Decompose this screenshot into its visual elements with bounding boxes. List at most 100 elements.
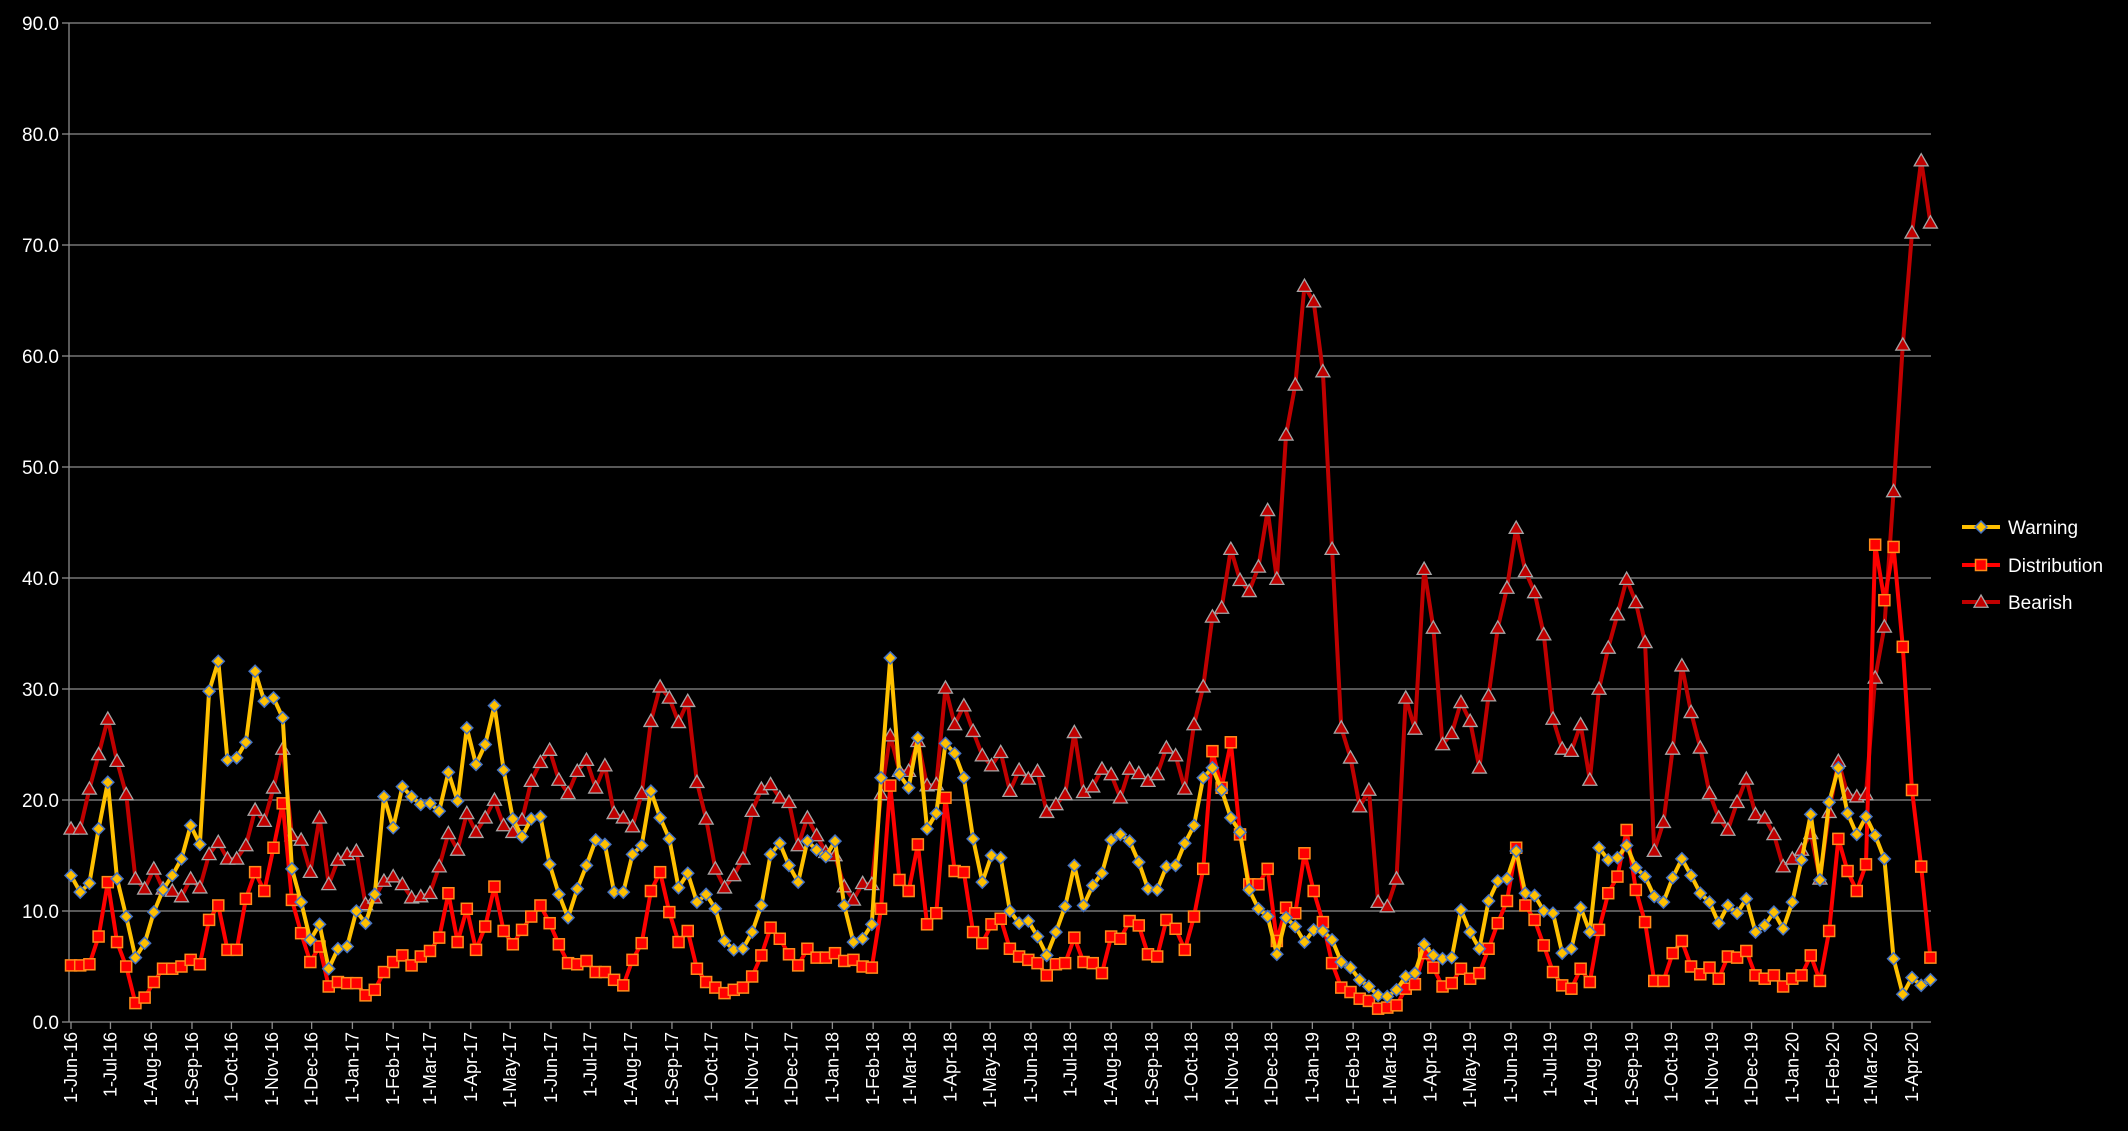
y-axis: 0.0 10.0 20.0 30.0 40.0 50.0 60.0 70.0 80.0 90.0: [22, 14, 70, 1034]
square-marker: [755, 949, 768, 962]
diamond-marker: [1269, 947, 1284, 962]
square-marker: [83, 958, 96, 971]
square-marker: [432, 931, 446, 944]
square-marker: [1058, 956, 1072, 970]
triangle-marker: [1646, 842, 1663, 857]
diamond-marker: [248, 664, 263, 679]
x-tick-label: 1-Apr-20: [1902, 1032, 1922, 1102]
diamond-marker: [91, 821, 106, 836]
square-marker: [635, 936, 648, 950]
square-marker: [488, 880, 501, 893]
triangle-marker: [81, 780, 98, 795]
square-marker: [478, 920, 492, 933]
triangle-marker: [679, 692, 696, 708]
diamond-marker: [1684, 868, 1699, 883]
square-marker: [1832, 832, 1845, 846]
triangle-marker: [1775, 858, 1792, 873]
diamond-marker: [441, 765, 456, 780]
diamond-marker: [1711, 916, 1726, 931]
diamond-marker: [1730, 906, 1745, 921]
square-marker: [230, 943, 243, 957]
square-marker: [681, 924, 694, 938]
x-tick-label: 1-Aug-19: [1581, 1032, 1601, 1106]
triangle-marker: [790, 837, 807, 852]
square-marker: [782, 948, 796, 961]
diamond-marker: [864, 917, 879, 932]
triangle-marker: [1894, 336, 1911, 351]
triangle-marker: [587, 779, 604, 794]
diamond-marker: [1582, 925, 1597, 940]
triangle-marker: [1443, 725, 1460, 740]
square-marker: [1638, 915, 1652, 929]
x-tick-label: 1-Jul-16: [100, 1032, 120, 1097]
square-marker: [1804, 949, 1817, 962]
square-marker: [110, 935, 124, 949]
diamond-marker: [1895, 987, 1910, 1002]
triangle-marker: [348, 842, 365, 857]
diamond-marker: [1002, 903, 1017, 919]
square-marker: [248, 865, 262, 879]
diamond-marker: [146, 905, 161, 920]
triangle-marker: [532, 753, 549, 769]
diamond-marker: [791, 875, 806, 890]
diamond-marker: [1168, 858, 1183, 873]
triangle-marker: [642, 712, 660, 728]
y-tick-label: 60.0: [22, 347, 59, 368]
triangle-marker: [964, 722, 982, 738]
diamond-marker: [837, 898, 852, 913]
triangle-marker: [1885, 483, 1902, 498]
triangle-marker: [624, 818, 641, 833]
x-tick-label: 1-Dec-18: [1262, 1032, 1282, 1106]
diamond-marker: [947, 746, 962, 761]
x-tick-label: 1-Oct-19: [1661, 1032, 1681, 1102]
diamond-marker: [929, 806, 944, 821]
square-marker: [368, 983, 382, 997]
diamond-marker: [404, 789, 419, 804]
diamond-marker: [1693, 886, 1708, 901]
diamond-marker: [1720, 898, 1735, 913]
diamond-marker: [1463, 925, 1478, 940]
square-marker: [1095, 966, 1109, 980]
gridlines: [69, 22, 1931, 912]
square-marker: [525, 910, 538, 923]
diamond-marker: [551, 887, 566, 902]
triangle-marker: [762, 776, 779, 791]
square-marker: [1068, 931, 1081, 944]
diamond-marker: [1214, 782, 1229, 798]
square-marker: [515, 923, 529, 937]
square-marker: [1666, 946, 1679, 960]
diamond-marker: [1371, 988, 1386, 1003]
diamond-marker: [1177, 836, 1192, 851]
square-marker: [451, 935, 464, 949]
triangle-marker: [1103, 766, 1120, 781]
triangle-marker: [173, 888, 190, 903]
triangle-marker: [854, 874, 871, 890]
diamond-marker: [625, 847, 640, 862]
triangle-marker: [698, 810, 715, 825]
triangle-marker: [1563, 742, 1580, 758]
diamond-marker: [211, 654, 226, 669]
diamond-marker: [1739, 891, 1754, 906]
square-marker: [1224, 736, 1238, 749]
triangle-marker: [651, 678, 669, 693]
triangle-marker: [1360, 781, 1378, 796]
diamond-marker: [376, 789, 392, 804]
square-marker: [598, 965, 612, 979]
square-marker: [202, 913, 216, 927]
triangle-marker: [1922, 214, 1939, 229]
square-marker: [1924, 951, 1937, 964]
triangle-marker: [1379, 898, 1396, 913]
diamond-marker: [73, 885, 88, 900]
diamond-marker: [993, 850, 1008, 865]
x-tick-label: 1-Jun-19: [1501, 1032, 1521, 1103]
triangle-marker: [1130, 765, 1147, 780]
legend-item-distribution: Distribution: [1962, 556, 2103, 577]
square-marker: [1261, 862, 1274, 876]
triangle-marker: [1351, 798, 1368, 813]
square-marker: [745, 970, 759, 983]
square-marker: [377, 965, 391, 979]
square-marker: [966, 925, 980, 939]
square-marker: [865, 961, 879, 974]
x-tick-label: 1-Sep-16: [182, 1032, 202, 1106]
diamond-marker: [275, 710, 290, 725]
